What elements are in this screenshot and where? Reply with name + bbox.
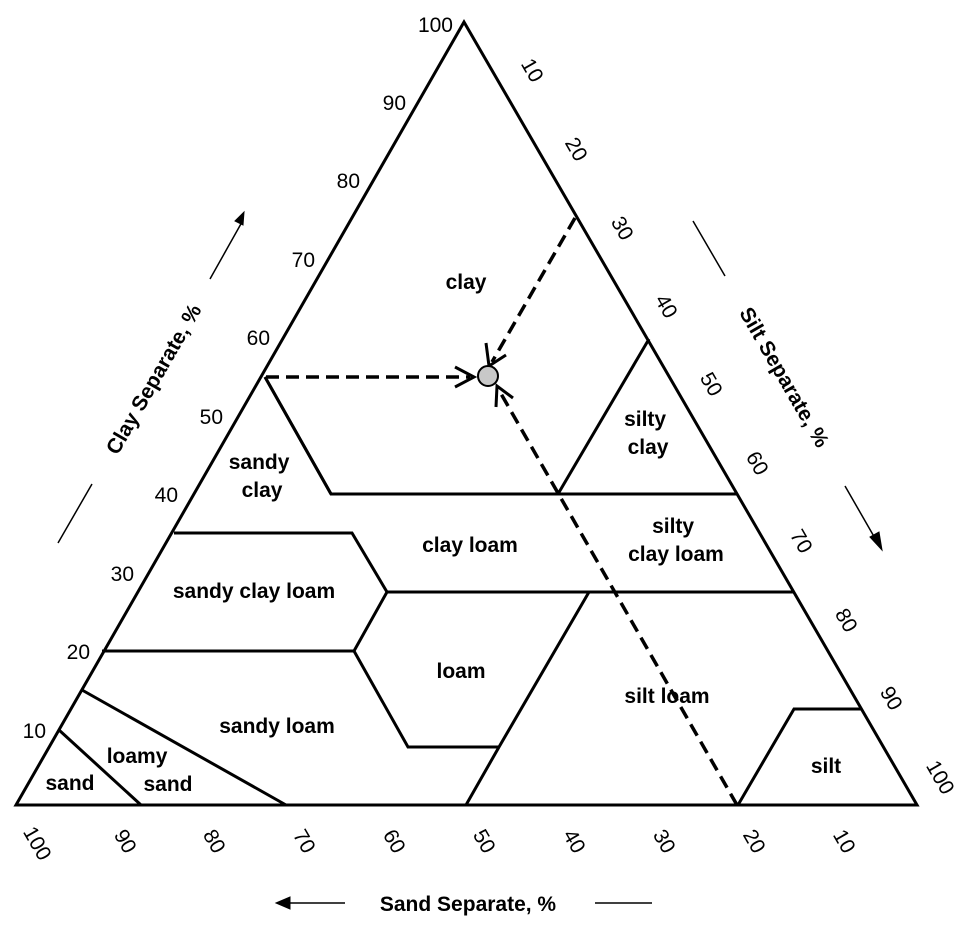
boundary-sand-upper [57,728,143,807]
boundary-silt-loam-left [464,591,591,806]
sand-arrow-icon [274,896,291,910]
clay-arrow-icon [234,210,245,226]
label-clay-line-1: clay [446,271,487,294]
boundary-silt [736,707,862,806]
example-sample-point [477,365,499,387]
clay-tick-60: 60 [247,327,270,350]
example-guides [266,217,739,806]
label-sandy-clay-line-1: sandy [229,451,290,474]
sand-tick-20: 20 [738,826,770,858]
label-silty-clay-loam: silty clay loam [628,515,724,566]
sand-guide-line [498,391,739,806]
label-sand-line-1: sand [45,772,94,795]
boundary-loam-bottom [352,650,499,749]
sand-tick-70: 70 [288,826,320,858]
silt-tick-60: 60 [741,448,773,480]
clay-arrow-shaft [209,221,243,280]
label-loamy-sand: loamy sand [107,745,193,796]
label-loamy-sand-line-2: sand [143,773,192,796]
sand-tick-10: 10 [828,826,860,858]
label-silt-loam: silt loam [624,685,709,708]
silt-tick-70: 70 [785,526,817,558]
clay-title-rule [57,483,93,544]
clay-guide-arrowhead [454,365,478,389]
clay-tick-70: 70 [292,249,315,272]
clay-tick-10: 10 [23,720,46,743]
boundary-loamy-sand-upper [81,688,287,807]
label-silt-line-1: silt [811,755,841,778]
class-boundaries [57,338,862,807]
silt-tick-30: 30 [606,213,638,245]
clay-tick-20: 20 [67,641,90,664]
clay-tick-50: 50 [200,406,223,429]
boundary-clay-lower [263,376,738,496]
label-sandy-clay: sandy clay [229,451,296,502]
clay-tick-100: 100 [418,14,453,37]
label-clay: clay [446,271,487,294]
sand-tick-100: 100 [18,823,55,865]
label-silty-clay-loam-line-2: clay loam [628,543,724,566]
sand-axis-title: Sand Separate, % [380,893,557,916]
label-sandy-clay-loam-line-1: sandy clay loam [173,580,335,603]
sand-guide-arrowhead [494,383,514,408]
silt-tick-80: 80 [830,605,862,637]
label-loam-line-1: loam [436,660,485,683]
label-sandy-clay-line-2: clay [242,479,283,502]
label-sandy-clay-loam: sandy clay loam [173,580,335,603]
silt-arrow-icon [869,531,883,552]
class-labels: clay silty clay sandy clay clay loam sil… [45,271,841,796]
silt-tick-50: 50 [695,369,727,401]
sand-axis-ticks: 100 90 80 70 60 50 40 30 20 10 [18,823,860,865]
clay-axis-ticks: 10 20 30 40 50 60 70 80 90 100 [23,14,453,743]
label-silty-clay-line-1: silty [624,408,666,431]
boundary-sandy-clay-bottom [174,531,389,593]
label-silty-clay-loam-line-1: silty [652,515,694,538]
label-silt-loam-line-1: silt loam [624,685,709,708]
silt-tick-100: 100 [921,757,958,799]
label-loam: loam [436,660,485,683]
clay-axis-title-group: Clay Separate, % [57,210,245,544]
clay-tick-80: 80 [337,170,360,193]
triangle-outline [13,18,920,807]
silt-axis-title: Silt Separate, % [734,304,833,452]
silt-title-rule [692,220,726,277]
sand-tick-40: 40 [558,826,590,858]
label-sandy-loam-line-1: sandy loam [219,715,335,738]
label-silty-clay: silty clay [624,408,672,459]
sand-axis-title-group: Sand Separate, % [274,893,652,916]
label-loamy-sand-line-1: loamy [107,745,168,768]
label-silt: silt [811,755,841,778]
sand-tick-80: 80 [198,826,230,858]
label-silty-clay-line-2: clay [628,436,669,459]
clay-tick-90: 90 [383,92,406,115]
silt-guide-arrowhead [484,342,507,369]
silt-tick-20: 20 [560,134,592,166]
label-sandy-loam: sandy loam [219,715,335,738]
sand-tick-50: 50 [468,826,500,858]
boundary-silty-clay-left [556,338,651,495]
label-sand: sand [45,772,94,795]
silt-arrow-shaft [844,485,877,541]
silt-tick-40: 40 [650,291,682,323]
label-clay-loam: clay loam [422,534,518,557]
sand-tick-90: 90 [109,826,141,858]
label-clay-loam-line-1: clay loam [422,534,518,557]
sand-tick-30: 30 [648,826,680,858]
clay-axis-title: Clay Separate, % [102,300,207,458]
sand-tick-60: 60 [378,826,410,858]
clay-tick-40: 40 [155,484,178,507]
silt-axis-ticks: 10 20 30 40 50 60 70 80 90 100 [516,55,959,799]
silt-guide-line [490,217,577,363]
silt-tick-10: 10 [516,55,548,87]
clay-tick-30: 30 [111,563,134,586]
silt-tick-90: 90 [875,683,907,715]
